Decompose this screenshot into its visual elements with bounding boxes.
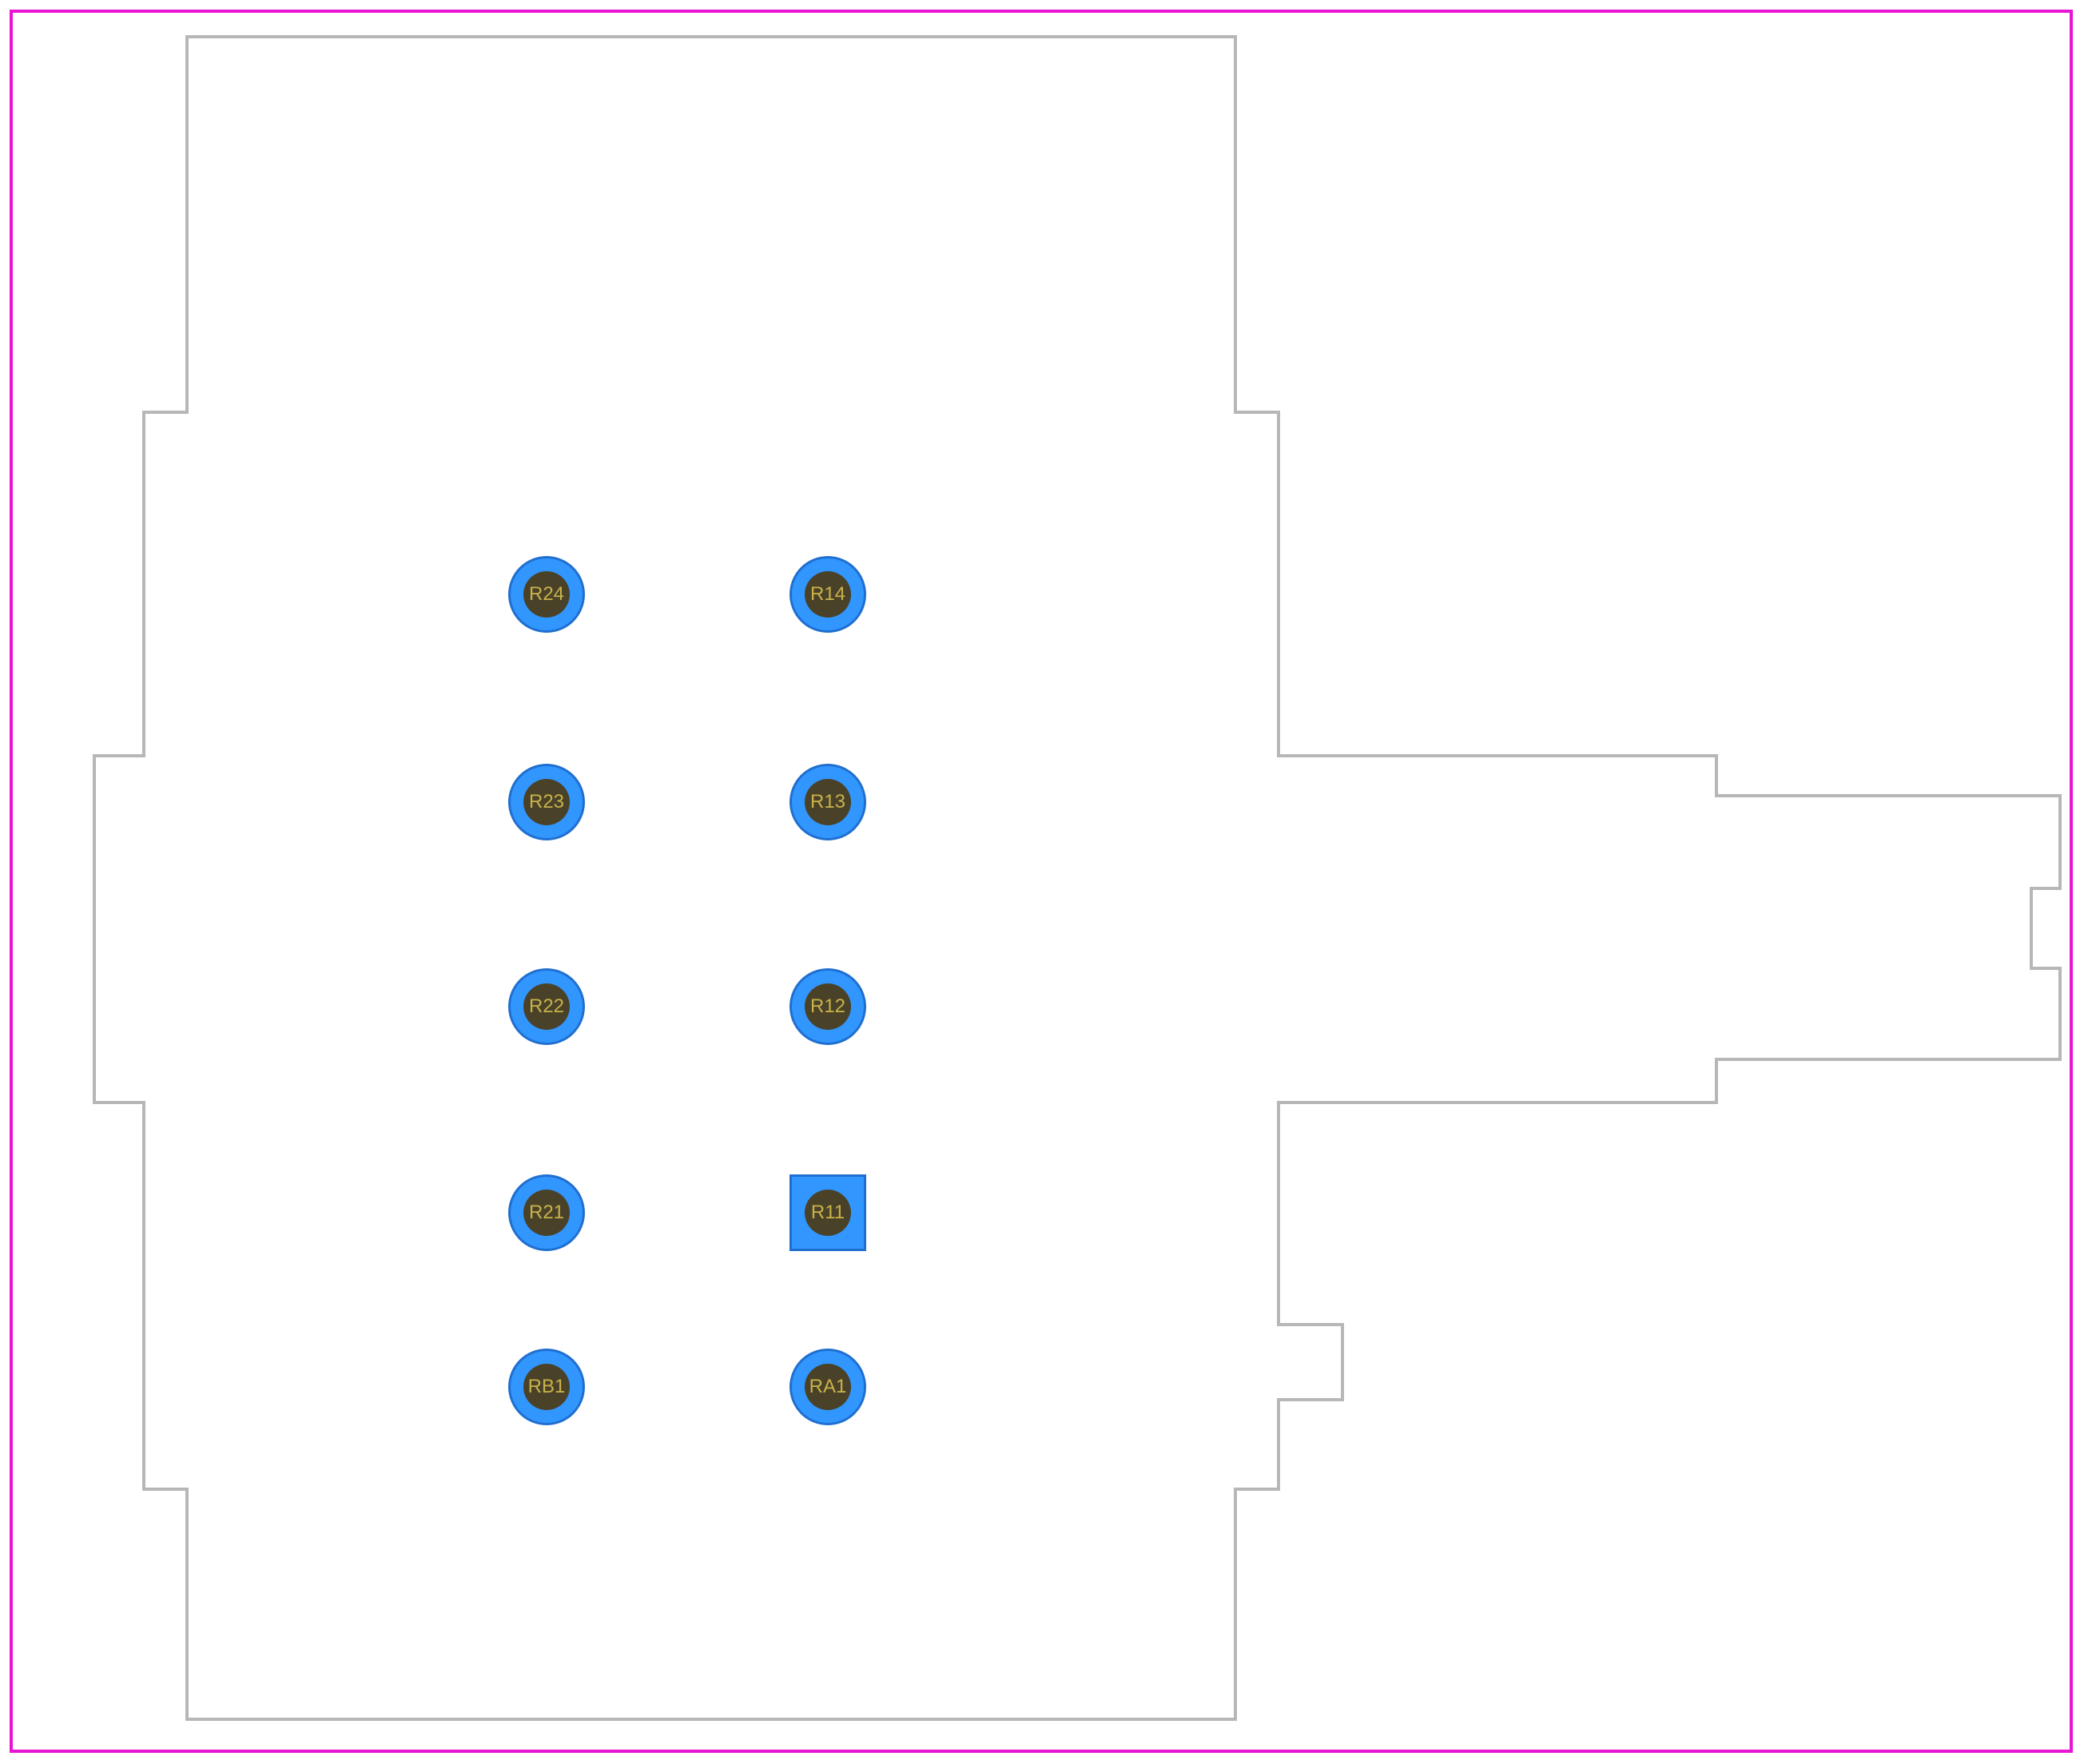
pad-label: R12 bbox=[810, 997, 845, 1016]
border-merge-cover bbox=[1277, 1326, 1283, 1398]
pad-label: R24 bbox=[529, 585, 564, 604]
pad-label: RB1 bbox=[528, 1377, 566, 1396]
pad-ra1: RA1 bbox=[789, 1349, 866, 1425]
pad-hole: R22 bbox=[523, 983, 570, 1030]
flange-left-1 bbox=[142, 411, 185, 1491]
pad-label: RA1 bbox=[809, 1377, 847, 1396]
shaft-notch-cover bbox=[2058, 890, 2065, 967]
flange-right-2 bbox=[1280, 754, 1718, 1104]
pcb-footprint-canvas: R24 R14 R23 R13 R22 R12 R21 R11 RB1 RA1 bbox=[0, 0, 2084, 1764]
pad-label: R21 bbox=[529, 1203, 564, 1222]
border-merge-cover bbox=[1277, 757, 1283, 1101]
pad-hole: R11 bbox=[805, 1190, 851, 1236]
shaft-notch bbox=[2030, 887, 2062, 970]
pad-rb1: RB1 bbox=[508, 1349, 585, 1425]
pad-hole: RA1 bbox=[805, 1364, 851, 1410]
pad-r22: R22 bbox=[508, 968, 585, 1045]
pad-label: R22 bbox=[529, 997, 564, 1016]
pad-r11: R11 bbox=[789, 1174, 866, 1251]
pad-r14: R14 bbox=[789, 556, 866, 633]
pad-r12: R12 bbox=[789, 968, 866, 1045]
border-merge-cover bbox=[139, 757, 145, 1101]
pad-hole: R21 bbox=[523, 1190, 570, 1236]
pad-label: R23 bbox=[529, 793, 564, 812]
pad-r24: R24 bbox=[508, 556, 585, 633]
pad-label: R11 bbox=[811, 1203, 845, 1222]
border-merge-cover bbox=[1234, 414, 1240, 1488]
pad-hole: R14 bbox=[805, 571, 851, 618]
pad-hole: R12 bbox=[805, 983, 851, 1030]
pad-label: R13 bbox=[810, 793, 845, 812]
pad-r13: R13 bbox=[789, 764, 866, 840]
pad-hole: R13 bbox=[805, 779, 851, 825]
flange-left-2 bbox=[93, 754, 142, 1104]
pad-hole: RB1 bbox=[523, 1364, 570, 1410]
border-merge-cover bbox=[1715, 797, 1721, 1058]
pad-label: R14 bbox=[810, 585, 845, 604]
border-merge-cover bbox=[182, 414, 189, 1488]
flange-right-1 bbox=[1237, 411, 1280, 1491]
pad-hole: R23 bbox=[523, 779, 570, 825]
body-main bbox=[185, 35, 1237, 1721]
pad-r21: R21 bbox=[508, 1174, 585, 1251]
pad-r23: R23 bbox=[508, 764, 585, 840]
detent-tab bbox=[1280, 1323, 1344, 1401]
shaft-block bbox=[1718, 794, 2062, 1061]
pad-hole: R24 bbox=[523, 571, 570, 618]
